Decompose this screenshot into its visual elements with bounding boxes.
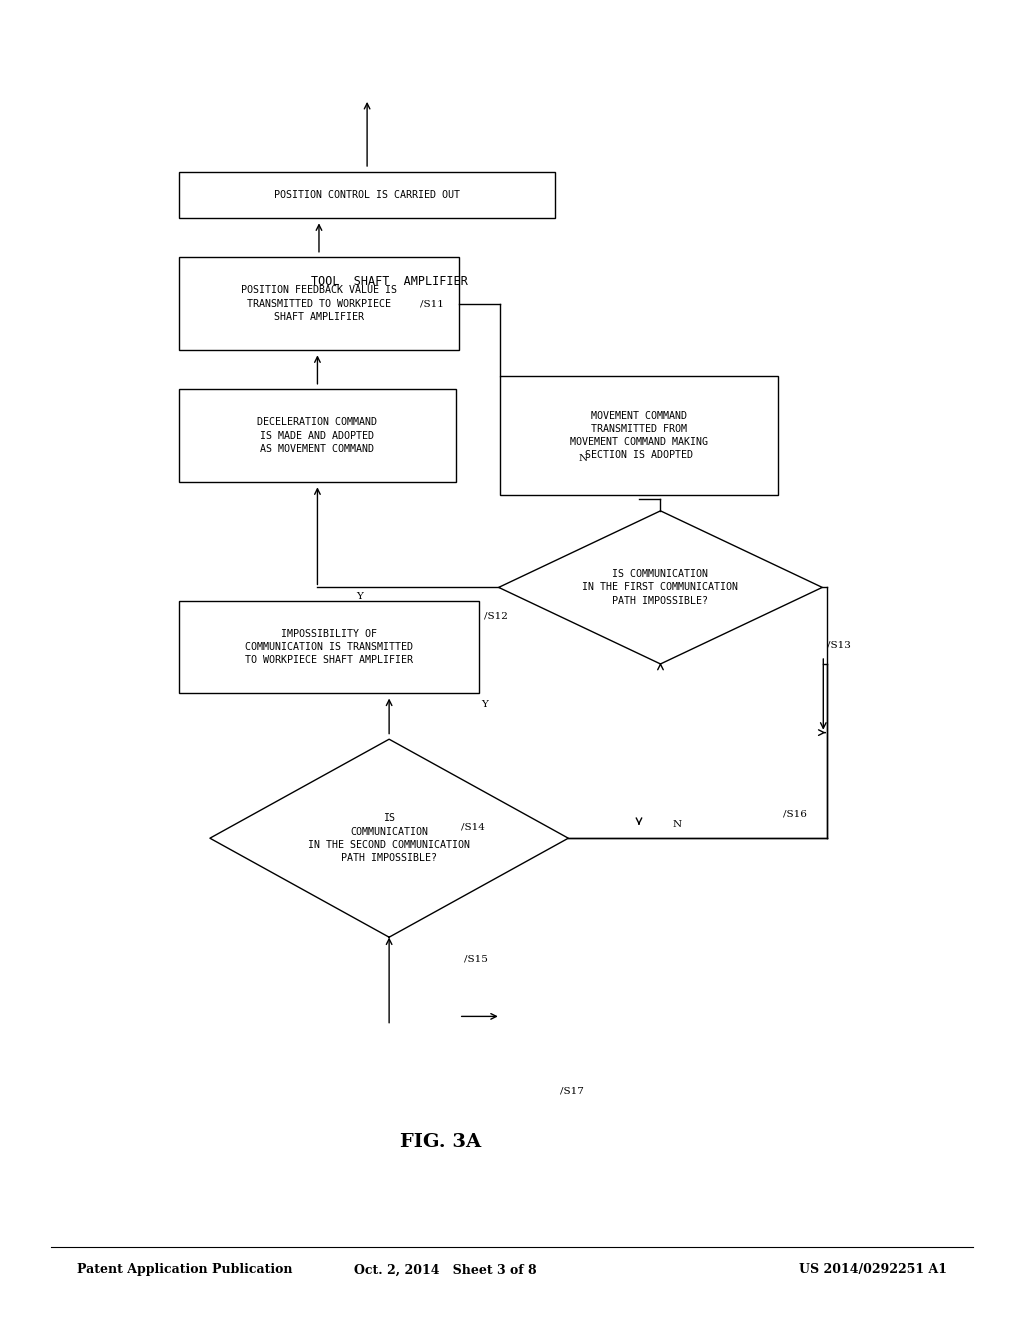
Bar	[179, 257, 459, 350]
Text: /S15: /S15	[464, 954, 487, 964]
Text: N: N	[673, 820, 682, 829]
Bar	[179, 389, 456, 482]
Text: POSITION FEEDBACK VALUE IS
TRANSMITTED TO WORKPIECE
SHAFT AMPLIFIER: POSITION FEEDBACK VALUE IS TRANSMITTED T…	[241, 285, 397, 322]
Text: MOVEMENT COMMAND
TRANSMITTED FROM
MOVEMENT COMMAND MAKING
SECTION IS ADOPTED: MOVEMENT COMMAND TRANSMITTED FROM MOVEME…	[570, 411, 708, 461]
Text: Y: Y	[356, 593, 364, 601]
Text: US 2014/0292251 A1: US 2014/0292251 A1	[799, 1263, 947, 1276]
Text: DECELERATION COMMAND
IS MADE AND ADOPTED
AS MOVEMENT COMMAND: DECELERATION COMMAND IS MADE AND ADOPTED…	[257, 417, 378, 454]
Text: Patent Application Publication: Patent Application Publication	[77, 1263, 292, 1276]
Bar	[179, 172, 555, 218]
Text: IMPOSSIBILITY OF
COMMUNICATION IS TRANSMITTED
TO WORKPIECE SHAFT AMPLIFIER: IMPOSSIBILITY OF COMMUNICATION IS TRANSM…	[245, 628, 414, 665]
Text: N: N	[579, 454, 588, 462]
Text: /S13: /S13	[827, 640, 851, 649]
Text: /S14: /S14	[461, 822, 484, 832]
Bar	[179, 601, 479, 693]
Text: TOOL  SHAFT  AMPLIFIER: TOOL SHAFT AMPLIFIER	[310, 275, 468, 288]
Text: /S12: /S12	[484, 611, 508, 620]
Polygon shape	[499, 511, 822, 664]
Text: /S17: /S17	[560, 1086, 584, 1096]
Text: POSITION CONTROL IS CARRIED OUT: POSITION CONTROL IS CARRIED OUT	[274, 190, 460, 199]
Polygon shape	[210, 739, 568, 937]
Bar	[500, 376, 778, 495]
Text: IS
COMMUNICATION
IN THE SECOND COMMUNICATION
PATH IMPOSSIBLE?: IS COMMUNICATION IN THE SECOND COMMUNICA…	[308, 813, 470, 863]
Text: /S11: /S11	[420, 300, 443, 308]
Text: Y: Y	[481, 700, 488, 709]
Text: IS COMMUNICATION
IN THE FIRST COMMUNICATION
PATH IMPOSSIBLE?: IS COMMUNICATION IN THE FIRST COMMUNICAT…	[583, 569, 738, 606]
Text: /S16: /S16	[783, 809, 807, 818]
Text: Oct. 2, 2014   Sheet 3 of 8: Oct. 2, 2014 Sheet 3 of 8	[354, 1263, 537, 1276]
Text: FIG. 3A: FIG. 3A	[399, 1133, 481, 1151]
